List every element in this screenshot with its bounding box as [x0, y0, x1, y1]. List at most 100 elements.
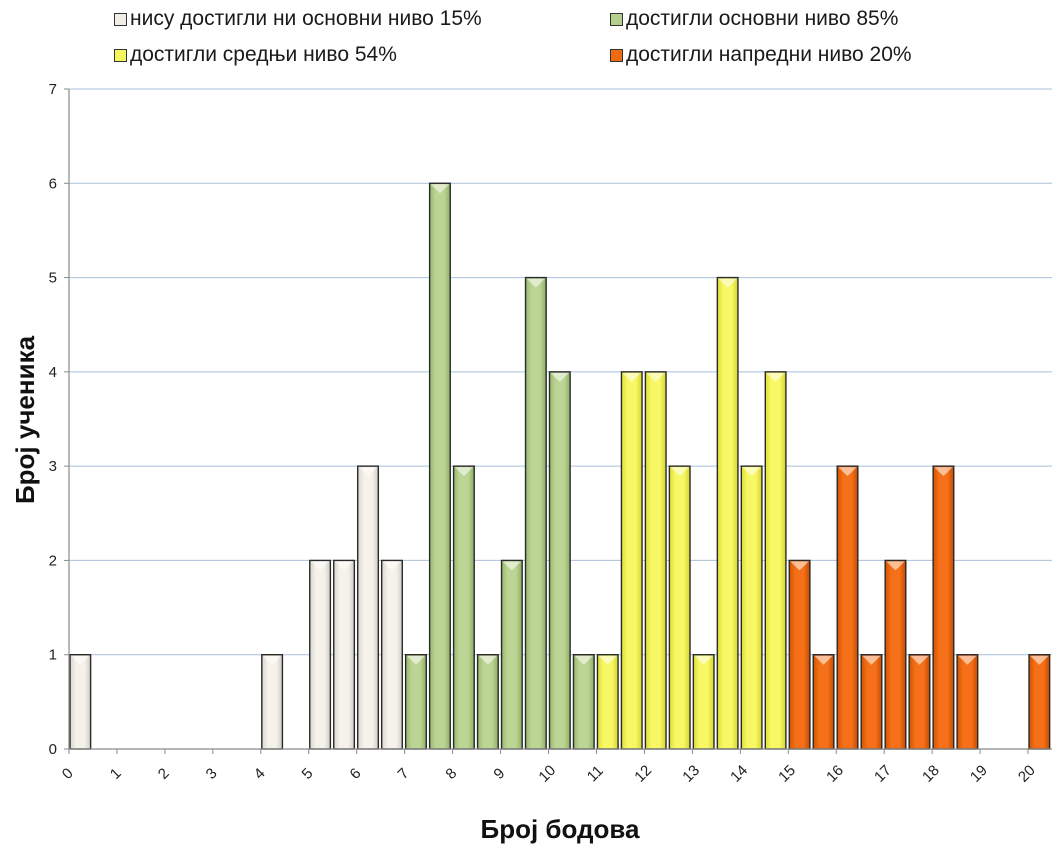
bar: [884, 559, 907, 750]
bar: [596, 654, 619, 750]
legend-item-basic: достигли основни ниво 85%: [610, 6, 898, 32]
bar: [404, 654, 427, 750]
bar-highlight: [598, 655, 618, 665]
bar: [716, 276, 739, 750]
bar-highlight: [934, 467, 953, 477]
bar-body: [572, 654, 595, 750]
bar-highlight: [406, 655, 426, 665]
x-tick-label: 19: [967, 762, 991, 786]
x-tick-label: 8: [442, 765, 460, 783]
chart-legend: нису достигли ни основни ниво 15% достиг…: [0, 0, 1054, 80]
y-tick-label: 0: [49, 741, 57, 758]
bar-highlight: [574, 655, 594, 665]
x-tick-label: 13: [679, 762, 703, 786]
x-tick-label: 15: [775, 762, 799, 786]
x-tick-label: 11: [584, 762, 607, 785]
bar-body: [644, 371, 667, 750]
x-tick-label: 20: [1015, 762, 1039, 786]
x-tick-label: 16: [823, 762, 847, 786]
bar-highlight: [550, 372, 570, 382]
bar-body: [812, 654, 835, 750]
legend-item-intermediate: достигли средњи ниво 54%: [114, 42, 397, 68]
y-tick-label: 4: [49, 364, 57, 381]
bar-highlight: [622, 372, 642, 382]
y-tick-label: 2: [49, 552, 57, 569]
bar: [932, 465, 955, 750]
bar-highlight: [694, 655, 713, 665]
bar: [740, 465, 763, 750]
bar: [572, 654, 595, 750]
bar-body: [380, 559, 404, 750]
x-tick-label: 6: [347, 765, 365, 783]
bar-highlight: [886, 561, 905, 571]
legend-swatch: [610, 12, 623, 26]
bar: [357, 465, 380, 750]
bar-body: [69, 654, 92, 750]
bar-body: [476, 654, 499, 750]
bar: [261, 654, 284, 750]
x-tick-label: 17: [871, 762, 895, 786]
bar-highlight: [958, 655, 977, 665]
bar-body: [884, 559, 907, 750]
bar-body: [404, 654, 427, 750]
bar-body: [764, 371, 787, 750]
bar-body: [908, 654, 931, 750]
bar: [644, 371, 667, 750]
bar-highlight: [742, 467, 761, 477]
legend-swatch: [114, 48, 127, 62]
bar-body: [620, 371, 643, 750]
x-tick-label: 14: [727, 762, 751, 786]
x-tick-label: 5: [299, 765, 317, 783]
x-tick-labels: 0 1 2 3 4 5 6 7 8 9 10 11 12 13 14 15 16 17 18 19 20: [59, 762, 1039, 786]
x-tick-label: 2: [155, 765, 173, 783]
bar: [428, 182, 451, 750]
bar: [764, 371, 787, 750]
bar-highlight: [454, 467, 474, 477]
bar: [908, 654, 931, 750]
bar: [452, 465, 475, 750]
legend-label: достигли средњи ниво 54%: [130, 43, 397, 66]
bar-highlight: [310, 561, 330, 571]
x-tick-label: 4: [251, 765, 269, 783]
legend-label: нису достигли ни основни ниво 15%: [130, 7, 482, 30]
bar-body: [860, 654, 883, 750]
y-tick-label: 5: [49, 270, 57, 287]
y-tick-label: 1: [49, 647, 57, 664]
legend-item-below-basic: нису достигли ни основни ниво 15%: [114, 6, 482, 32]
bar-body: [740, 465, 763, 750]
bar-body: [261, 654, 284, 750]
bar: [500, 559, 523, 750]
bar: [476, 654, 499, 750]
legend-label: достигли напредни ниво 20%: [626, 43, 912, 66]
bar: [69, 654, 92, 750]
bar-highlight: [910, 655, 929, 665]
legend-label: достигли основни ниво 85%: [626, 7, 899, 30]
bar: [956, 654, 979, 750]
y-tick-label: 7: [49, 81, 57, 98]
y-tick-label: 3: [49, 458, 57, 475]
bar-highlight: [430, 184, 450, 194]
bar-body: [932, 465, 955, 750]
legend-item-advanced: достигли напредни ниво 20%: [610, 42, 912, 68]
bar-body: [788, 559, 811, 750]
bar-highlight: [382, 561, 402, 571]
bar-highlight: [478, 655, 498, 665]
bar-body: [309, 559, 332, 750]
bar: [548, 371, 571, 750]
bar: [788, 559, 811, 750]
bar-body: [956, 654, 979, 750]
bar: [812, 654, 835, 750]
bar: [620, 371, 643, 750]
bar-body: [524, 276, 547, 750]
bar-highlight: [790, 561, 809, 571]
x-axis-title: Број бодова: [481, 814, 641, 844]
bar-body: [716, 276, 739, 750]
bars: [69, 182, 1051, 750]
bar-body: [452, 465, 475, 750]
bar-highlight: [838, 467, 857, 477]
x-tick-label: 3: [203, 765, 221, 783]
bar-highlight: [502, 561, 522, 571]
bar-body: [500, 559, 523, 750]
bar-body: [668, 465, 691, 750]
